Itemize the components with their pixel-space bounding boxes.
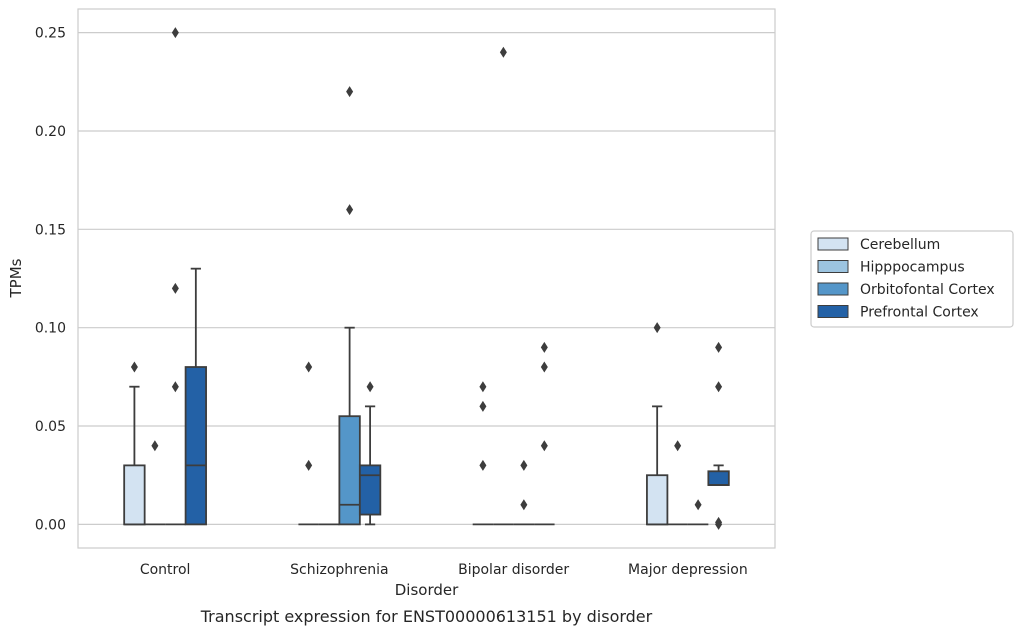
box-1-2 (493, 46, 514, 526)
x-tick-label: Control (140, 562, 191, 578)
box-body (184, 366, 207, 526)
box-1-0 (144, 440, 166, 526)
box-0-2 (472, 381, 494, 526)
box-2-0 (165, 27, 186, 526)
box-2-2 (513, 459, 535, 526)
y-tick-labels: 0.00 0.05 0.10 0.15 0.20 0.25 (35, 26, 66, 534)
outlier-point (479, 381, 487, 393)
box-2-3 (687, 499, 709, 526)
legend-label: Prefrontal Cortex (860, 305, 979, 321)
y-axis-label: TPMs (7, 258, 25, 298)
legend-label: Orbitofontal Cortex (860, 282, 995, 298)
outlier-point (694, 499, 702, 511)
legend-frame (810, 230, 1014, 328)
outlier-point (499, 46, 507, 58)
outlier-point (479, 459, 487, 471)
outlier-point (540, 341, 548, 353)
outlier-point (171, 381, 179, 393)
outlier-point (674, 440, 682, 452)
box-0-3 (646, 322, 669, 526)
outlier-point (520, 459, 528, 471)
y-tick-label: 0.25 (35, 26, 66, 42)
outlier-point (130, 361, 138, 373)
box-body (338, 415, 361, 526)
box-2-1 (338, 86, 361, 526)
outlier-point (653, 322, 661, 334)
outlier-point (171, 282, 179, 294)
outlier-point (520, 499, 528, 511)
x-tick-label: Schizophrenia (290, 562, 388, 578)
legend-swatch (817, 237, 849, 251)
y-tick-label: 0.05 (35, 419, 66, 435)
y-tick-label: 0.20 (35, 124, 66, 140)
outlier-point (305, 361, 313, 373)
outlier-point (540, 440, 548, 452)
x-tick-label: Bipolar disorder (458, 562, 569, 578)
box-1-3 (667, 440, 688, 526)
outlier-point (346, 204, 354, 216)
outlier-point (305, 459, 313, 471)
y-tick-label: 0.00 (35, 517, 66, 533)
x-tick-label: Major depression (628, 562, 748, 578)
box-3-3 (707, 341, 730, 530)
legend-swatch (817, 282, 849, 296)
legend-swatch (817, 260, 849, 273)
outlier-point (346, 86, 354, 98)
outlier-point (540, 361, 548, 373)
outlier-point (715, 516, 723, 528)
box-body (358, 464, 382, 516)
box-0-1 (298, 361, 319, 526)
outlier-point (715, 381, 723, 393)
chart-caption: Transcript expression for ENST0000061315… (200, 607, 653, 626)
box-elements (123, 27, 730, 530)
legend-label: Cerebellum (860, 237, 940, 253)
x-tick-labels: Control Schizophrenia Bipolar disorder Majo… (140, 562, 748, 578)
outlier-point (366, 381, 374, 393)
outlier-point (151, 440, 159, 452)
legend-label: Hipppocampus (860, 260, 965, 276)
box-3-2 (534, 341, 555, 526)
x-axis-label: Disorder (395, 581, 459, 599)
box-body (123, 464, 146, 526)
plot-frame (77, 8, 776, 549)
box-3-1 (358, 381, 382, 526)
y-tick-label: 0.10 (35, 321, 66, 337)
box-3-0 (184, 267, 207, 526)
y-tick-label: 0.15 (35, 222, 66, 238)
outlier-point (479, 400, 487, 412)
legend: Cerebellum Hipppocampus Orbitofontal Corte… (810, 230, 1014, 328)
box-body (707, 470, 730, 486)
box-body (646, 474, 669, 526)
box-0-0 (123, 361, 146, 526)
outlier-point (715, 341, 723, 353)
outlier-point (171, 27, 179, 39)
legend-swatch (817, 305, 849, 318)
